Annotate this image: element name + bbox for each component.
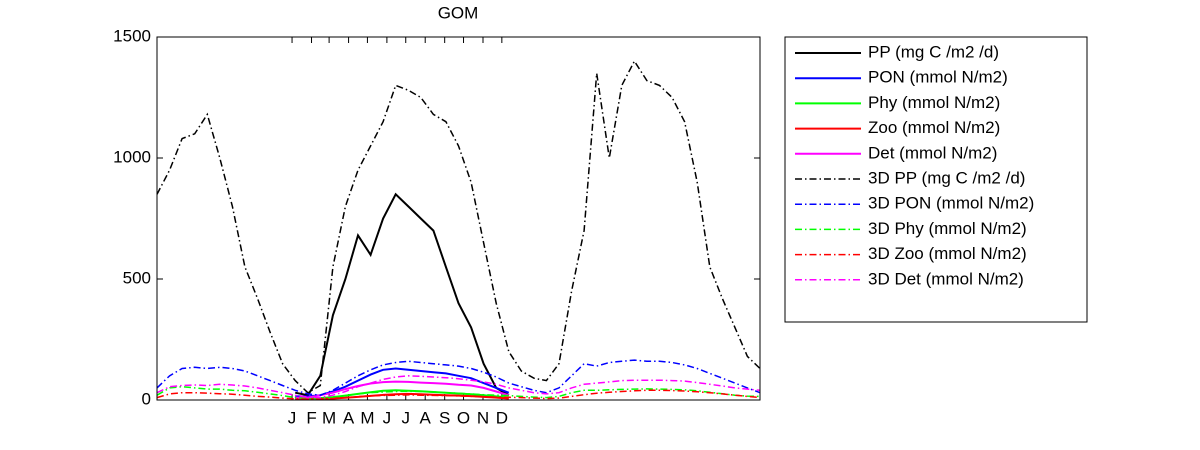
legend-label: 3D Det (mmol N/m2) [868, 269, 1024, 288]
x-tick-label: M [322, 408, 336, 427]
y-tick-label: 500 [123, 268, 151, 287]
chart-title: GOM [438, 3, 479, 22]
legend-label: 3D Phy (mmol N/m2) [868, 219, 1027, 238]
legend-label: Zoo (mmol N/m2) [868, 118, 1000, 137]
series-line [156, 389, 761, 401]
y-tick-label: 0 [142, 389, 151, 408]
x-tick-label: J [288, 408, 297, 427]
x-tick-label: J [401, 408, 410, 427]
series-line [156, 59, 761, 394]
x-tick-label: N [477, 408, 489, 427]
series-line [295, 380, 510, 399]
x-tick-label: M [360, 408, 374, 427]
legend-label: 3D Zoo (mmol N/m2) [868, 244, 1027, 263]
series-line [156, 375, 761, 399]
plot-frame [156, 36, 761, 401]
legend-label: PP (mg C /m2 /d) [868, 42, 999, 61]
x-tick-label: O [457, 408, 470, 427]
series-line [156, 359, 761, 396]
y-tick-label: 1500 [113, 26, 151, 45]
series-line [156, 385, 761, 400]
legend-label: Phy (mmol N/m2) [868, 93, 1000, 112]
x-tick-label: A [343, 408, 355, 427]
legend-label: Det (mmol N/m2) [868, 143, 997, 162]
legend-label: 3D PON (mmol N/m2) [868, 194, 1034, 213]
legend-label: PON (mmol N/m2) [868, 68, 1008, 87]
x-tick-label: S [439, 408, 450, 427]
x-tick-label: F [306, 408, 316, 427]
x-tick-label: A [420, 408, 432, 427]
legend-label: 3D PP (mg C /m2 /d) [868, 168, 1025, 187]
x-tick-label: D [496, 408, 508, 427]
y-tick-label: 1000 [113, 147, 151, 166]
x-tick-label: J [383, 408, 392, 427]
series-line [295, 192, 510, 397]
